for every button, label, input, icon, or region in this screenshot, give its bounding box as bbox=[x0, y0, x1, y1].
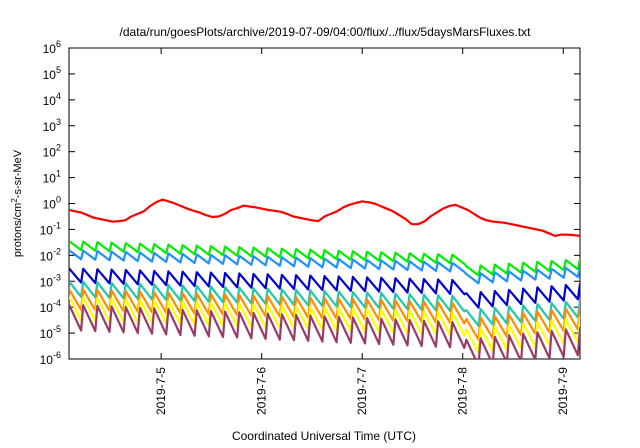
chart-title: /data/run/goesPlots/archive/2019-07-09/0… bbox=[120, 25, 532, 39]
series-line bbox=[69, 267, 580, 309]
y-tick-exponent: -3 bbox=[53, 272, 61, 282]
series-line bbox=[69, 249, 580, 285]
y-tick-label: 105 bbox=[43, 65, 61, 82]
y-tick-base: 10 bbox=[40, 249, 54, 263]
y-tick-exponent: -4 bbox=[53, 298, 61, 308]
y-tick-exponent: 0 bbox=[56, 195, 61, 205]
y-tick-exponent: 5 bbox=[56, 65, 61, 75]
y-axis-label-unit: -s-sr-MeV bbox=[12, 149, 24, 198]
y-tick-exponent: 4 bbox=[56, 91, 61, 101]
y-tick-label: 106 bbox=[43, 39, 61, 56]
y-tick-base: 10 bbox=[40, 353, 54, 367]
y-tick-exponent: -6 bbox=[53, 350, 61, 360]
y-axis-label-text: protons/cm bbox=[12, 203, 24, 257]
y-tick-label: 10-1 bbox=[40, 220, 61, 237]
y-tick-base: 10 bbox=[43, 172, 57, 186]
y-tick-base: 10 bbox=[43, 146, 57, 160]
y-tick-exponent: -5 bbox=[53, 324, 61, 334]
y-tick-label: 102 bbox=[43, 143, 61, 160]
series-line bbox=[69, 280, 580, 327]
y-tick-base: 10 bbox=[43, 94, 57, 108]
y-axis-label: protons/cm2-s-sr-MeV bbox=[10, 149, 25, 257]
y-tick-label: 10-5 bbox=[40, 324, 61, 341]
y-tick-base: 10 bbox=[40, 301, 54, 315]
y-tick-label: 101 bbox=[43, 169, 61, 186]
y-tick-exponent: 2 bbox=[56, 143, 61, 153]
y-tick-label: 104 bbox=[43, 91, 61, 108]
y-tick-exponent: 6 bbox=[56, 39, 61, 49]
y-axis: 10-610-510-410-310-210-11001011021031041… bbox=[40, 39, 580, 367]
x-tick-label: 2019-7-7 bbox=[355, 367, 369, 415]
x-tick-label: 2019-7-9 bbox=[556, 367, 570, 415]
y-tick-base: 10 bbox=[40, 223, 54, 237]
x-axis-label: Coordinated Universal Time (UTC) bbox=[232, 429, 416, 443]
y-tick-label: 10-2 bbox=[40, 246, 61, 263]
y-tick-base: 10 bbox=[43, 42, 57, 56]
x-tick-label: 2019-7-6 bbox=[255, 367, 269, 415]
y-tick-exponent: 1 bbox=[56, 169, 61, 179]
series-group bbox=[69, 198, 580, 359]
y-tick-exponent: 3 bbox=[56, 117, 61, 127]
y-tick-base: 10 bbox=[43, 120, 57, 134]
y-tick-label: 100 bbox=[43, 195, 61, 212]
x-tick-label: 2019-7-5 bbox=[154, 367, 168, 415]
series-line bbox=[69, 304, 580, 359]
x-tick-label: 2019-7-8 bbox=[456, 367, 470, 415]
y-tick-label: 10-3 bbox=[40, 272, 61, 289]
y-tick-label: 103 bbox=[43, 117, 61, 134]
y-tick-base: 10 bbox=[43, 68, 57, 82]
y-tick-exponent: -1 bbox=[53, 220, 61, 230]
y-tick-base: 10 bbox=[40, 327, 54, 341]
x-axis: 2019-7-5 2019-7-6 2019-7-7 2019-7-8 2019-7-9 bbox=[154, 48, 570, 415]
y-tick-base: 10 bbox=[40, 275, 54, 289]
series-line bbox=[69, 240, 580, 277]
y-axis-label-superscript: 2 bbox=[10, 198, 19, 203]
y-tick-label: 10-6 bbox=[40, 350, 61, 367]
y-tick-label: 10-4 bbox=[40, 298, 61, 315]
y-tick-exponent: -2 bbox=[53, 246, 61, 256]
series-line bbox=[69, 198, 580, 237]
y-tick-base: 10 bbox=[43, 198, 57, 212]
